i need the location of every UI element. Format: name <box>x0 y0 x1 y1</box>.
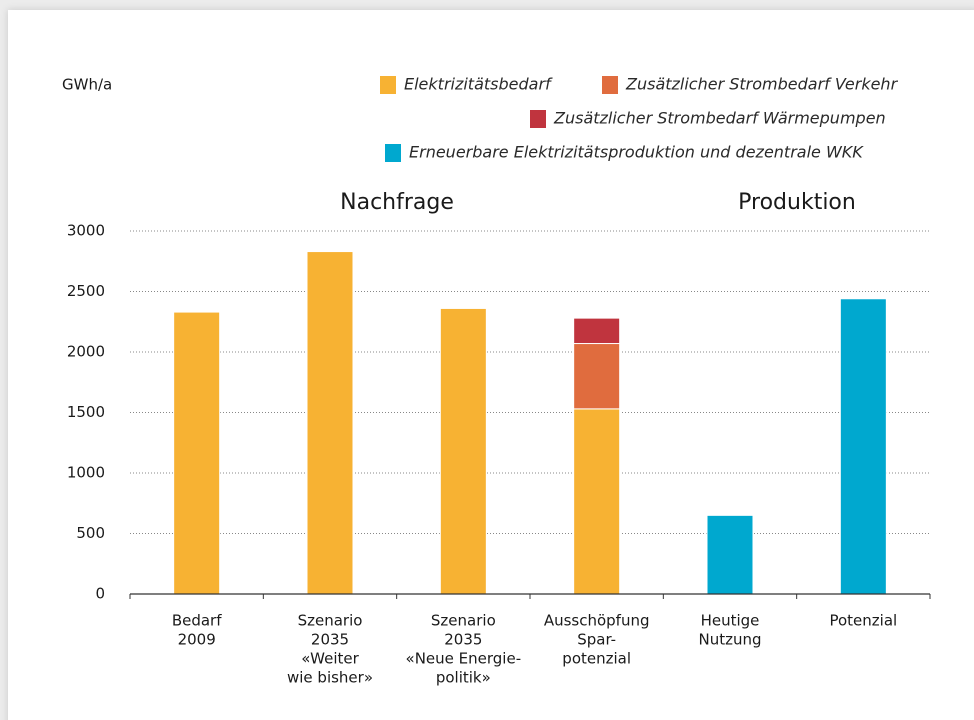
y-tick-label: 3000 <box>67 222 105 240</box>
legend-swatch <box>602 76 618 94</box>
bar-segment <box>573 408 621 595</box>
x-tick-label: «Neue Energie- <box>406 650 522 668</box>
group-label: Produktion <box>738 190 856 215</box>
x-tick-label: 2035 <box>311 631 349 649</box>
y-tick-label: 500 <box>76 524 105 542</box>
legend-swatch <box>385 144 401 162</box>
bar-segment <box>706 514 754 595</box>
y-tick-label: 1000 <box>67 464 105 482</box>
legend-label: Zusätzlicher Strombedarf Verkehr <box>625 75 899 94</box>
x-tick-label: politik» <box>436 669 491 687</box>
x-tick-label: 2035 <box>444 631 482 649</box>
legend-label: Zusätzlicher Strombedarf Wärmepumpen <box>553 109 886 128</box>
x-tick-label: Nutzung <box>698 631 761 649</box>
legend-swatch <box>380 76 396 94</box>
x-tick-label: Szenario <box>298 612 363 630</box>
legend-label: Elektrizitätsbedarf <box>404 75 553 94</box>
legend-swatch <box>530 110 546 128</box>
y-tick-label: 2000 <box>67 343 105 361</box>
x-tick-label: Heutige <box>701 612 760 630</box>
card <box>8 10 974 720</box>
x-tick-label: Ausschöpfung <box>544 612 650 630</box>
x-tick-label: Szenario <box>431 612 496 630</box>
legend-label: Erneuerbare Elektrizitätsproduktion und … <box>409 143 864 162</box>
x-tick-label: Potenzial <box>829 612 897 630</box>
y-tick-label: 2500 <box>67 282 105 300</box>
bar-segment <box>839 298 887 595</box>
x-tick-label: 2009 <box>178 631 216 649</box>
x-tick-label: Bedarf <box>172 612 222 630</box>
x-tick-label: wie bisher» <box>287 669 373 687</box>
x-tick-label: potenzial <box>562 650 631 668</box>
y-tick-label: 1500 <box>67 403 105 421</box>
bar-segment <box>306 251 354 595</box>
bar-segment <box>439 307 487 595</box>
bar-segment <box>573 343 621 410</box>
y-tick-label: 0 <box>95 585 105 603</box>
bar-segment <box>573 317 621 345</box>
bar-segment <box>173 311 221 595</box>
group-label: Nachfrage <box>340 190 454 215</box>
x-tick-label: Spar- <box>577 631 616 649</box>
y-axis-label: GWh/a <box>62 76 112 94</box>
x-tick-label: «Weiter <box>301 650 359 668</box>
